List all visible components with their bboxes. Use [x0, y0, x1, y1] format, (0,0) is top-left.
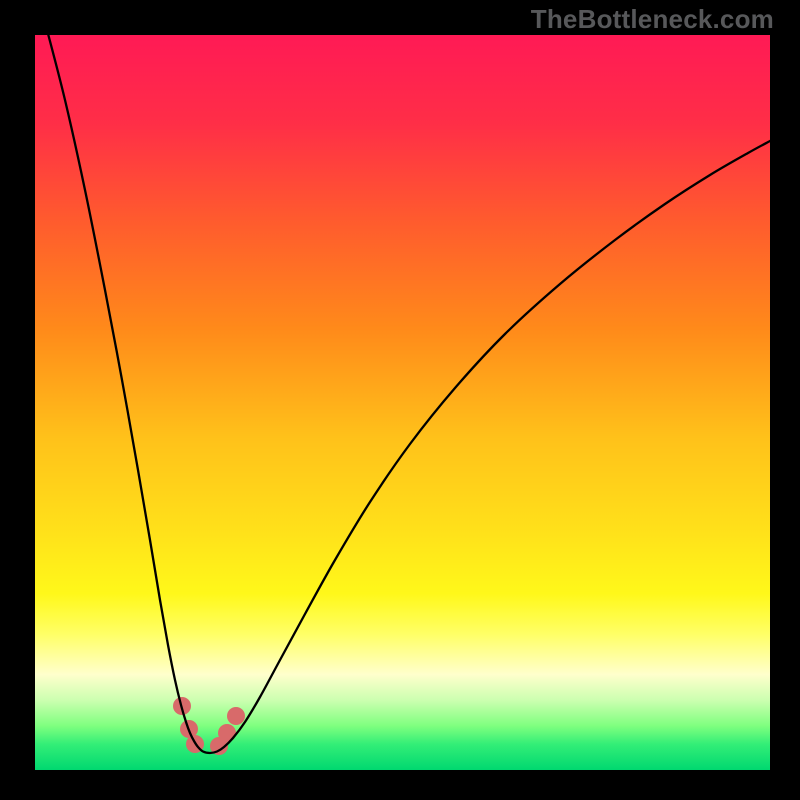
frame-bottom — [0, 770, 800, 800]
marker-dot — [227, 707, 245, 725]
frame-right — [770, 0, 800, 800]
watermark-text: TheBottleneck.com — [531, 4, 774, 35]
frame-left — [0, 0, 35, 800]
gradient-background — [35, 35, 770, 770]
chart-svg — [0, 0, 800, 800]
